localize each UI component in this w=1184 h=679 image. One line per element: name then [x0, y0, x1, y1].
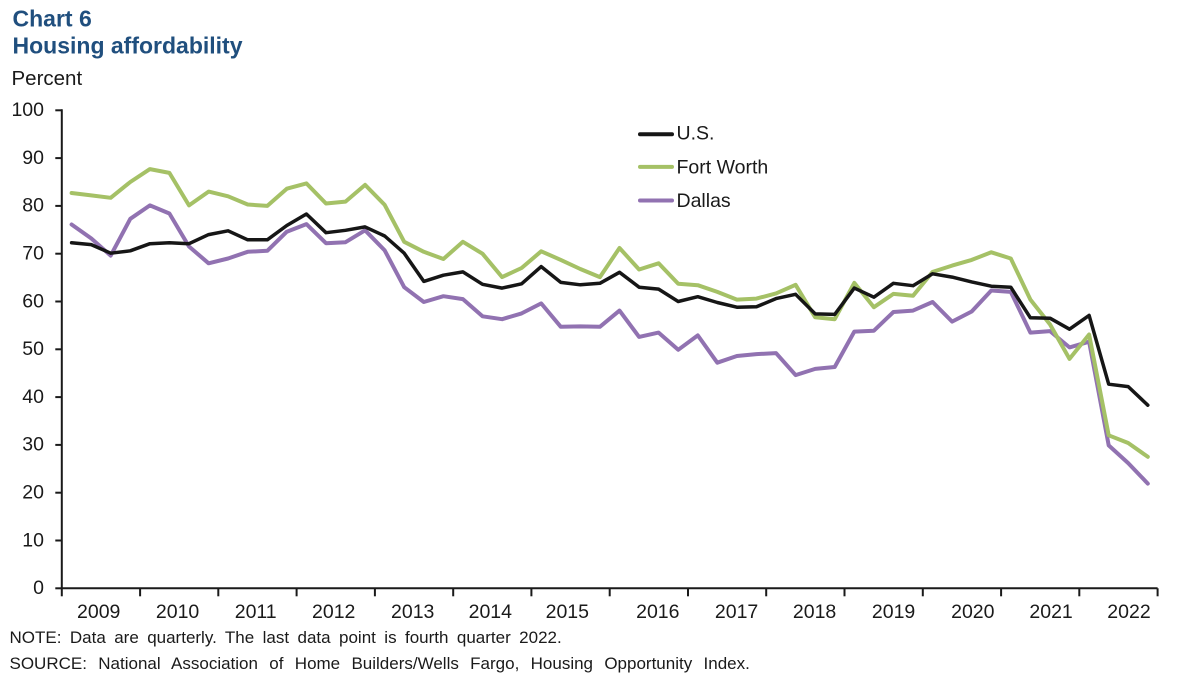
svg-text:2018: 2018: [793, 601, 836, 623]
svg-text:SOURCE: National Association o: SOURCE: National Association of Home Bui…: [10, 654, 750, 673]
svg-text:30: 30: [22, 434, 44, 456]
svg-text:90: 90: [22, 147, 44, 169]
svg-text:2019: 2019: [872, 601, 915, 623]
svg-text:20: 20: [22, 482, 44, 504]
svg-text:2015: 2015: [546, 601, 590, 623]
svg-text:10: 10: [22, 529, 44, 551]
svg-text:2009: 2009: [77, 601, 120, 623]
svg-text:Dallas: Dallas: [677, 190, 731, 212]
svg-text:2011: 2011: [235, 601, 277, 623]
svg-text:2017: 2017: [715, 601, 758, 623]
svg-text:2013: 2013: [391, 601, 434, 623]
svg-text:Fort Worth: Fort Worth: [677, 156, 769, 178]
svg-text:2022: 2022: [1107, 601, 1150, 623]
svg-text:Chart 6: Chart 6: [13, 6, 92, 32]
svg-text:50: 50: [22, 338, 44, 360]
svg-text:Percent: Percent: [12, 67, 83, 90]
svg-text:2014: 2014: [469, 601, 513, 623]
svg-text:U.S.: U.S.: [677, 123, 715, 145]
svg-text:2016: 2016: [636, 601, 679, 623]
svg-text:0: 0: [33, 577, 44, 599]
svg-text:70: 70: [22, 243, 44, 265]
svg-text:2012: 2012: [312, 601, 355, 623]
svg-text:80: 80: [22, 195, 44, 217]
svg-text:2010: 2010: [156, 601, 200, 623]
svg-text:100: 100: [11, 99, 44, 121]
svg-text:Housing affordability: Housing affordability: [13, 32, 243, 58]
svg-text:60: 60: [22, 290, 44, 312]
svg-text:40: 40: [22, 386, 44, 408]
svg-text:2020: 2020: [951, 601, 995, 623]
svg-text:NOTE: Data are quarterly. The: NOTE: Data are quarterly. The last data …: [10, 628, 562, 647]
svg-text:2021: 2021: [1029, 601, 1072, 623]
